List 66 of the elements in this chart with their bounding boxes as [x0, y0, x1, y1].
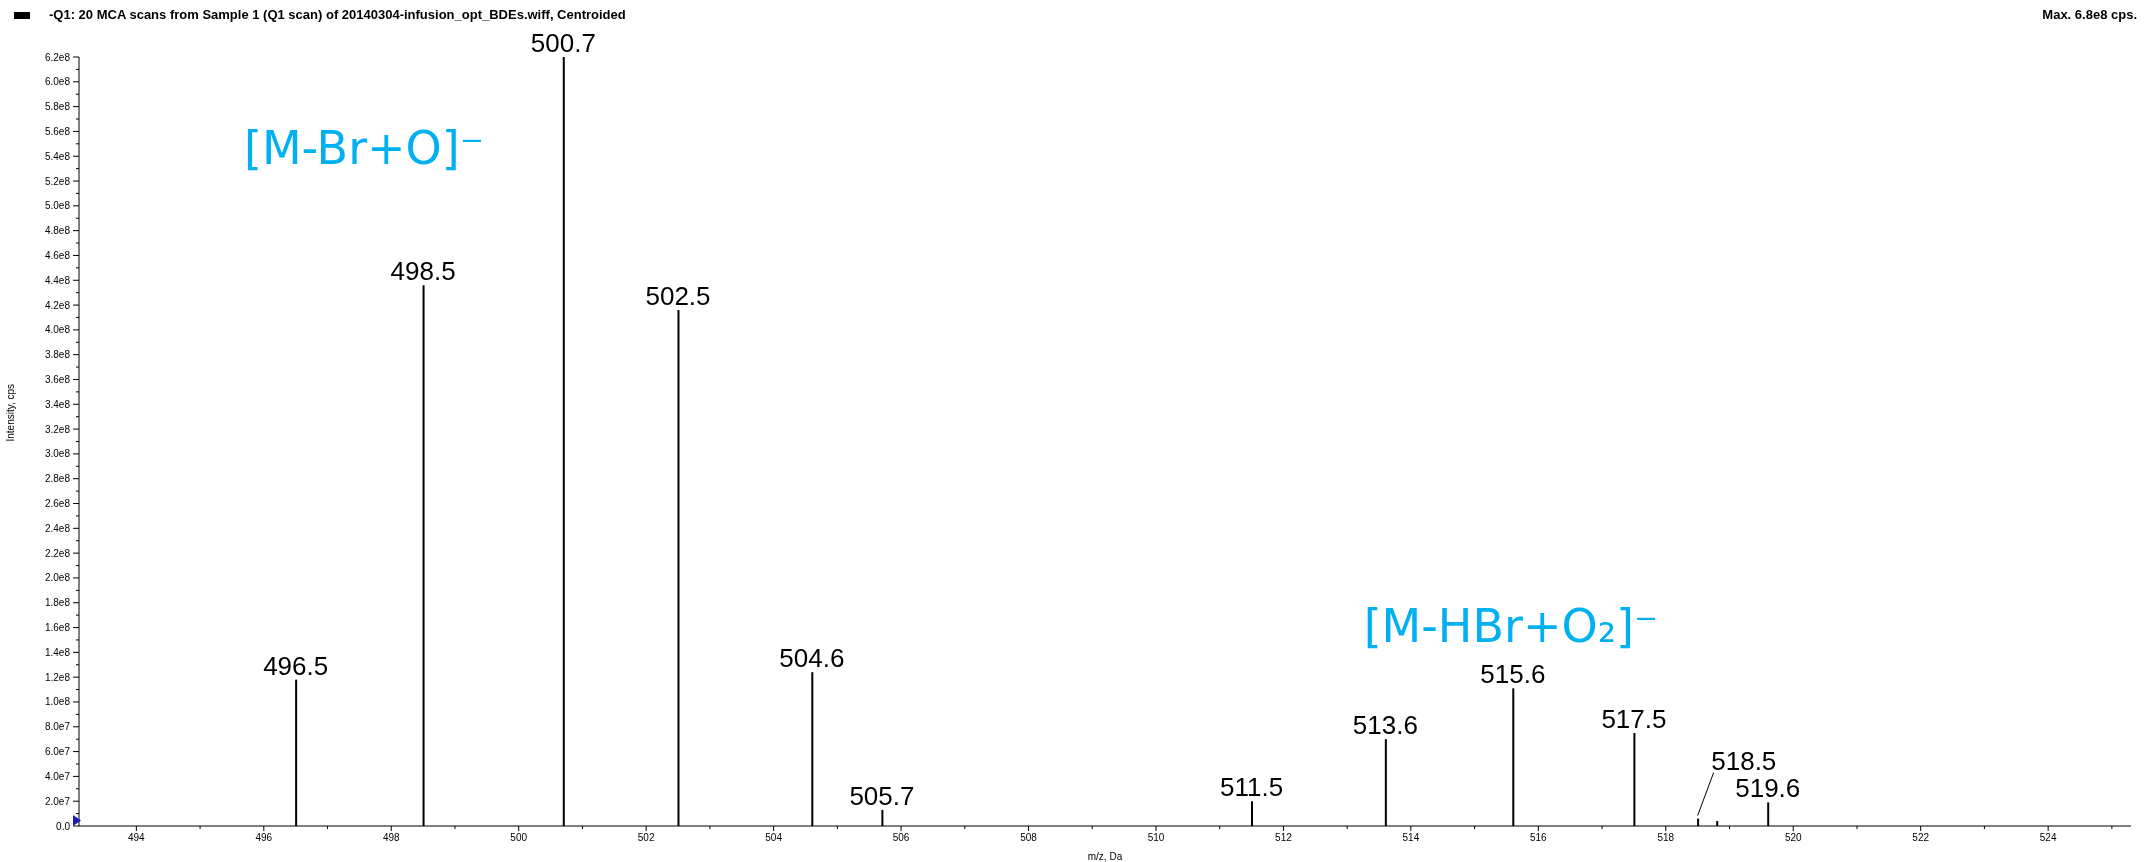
y-tick-label: 2.6e8 [44, 498, 71, 510]
annotation: 498.5 [390, 256, 456, 287]
y-tick-label: 5.4e8 [44, 150, 71, 162]
y-tick-label: 3.8e8 [44, 349, 71, 361]
y-tick-label: 3.4e8 [44, 398, 71, 410]
y-tick-label: 6.0e8 [44, 76, 71, 88]
chart-subtitle: Max. 6.8e8 cps. [2042, 7, 2137, 22]
y-tick-label: 4.0e8 [44, 324, 71, 336]
y-tick-label: 5.2e8 [44, 175, 71, 187]
annotation: 502.5 [645, 281, 711, 312]
x-tick-label: 514 [1402, 832, 1420, 844]
annotation: 511.5 [1220, 772, 1284, 803]
y-tick-label: 3.6e8 [44, 373, 71, 385]
y-tick-label: 4.8e8 [44, 225, 71, 237]
y-tick-label: 2.2e8 [44, 547, 71, 559]
x-tick-label: 504 [765, 832, 783, 844]
x-tick-label: 520 [1784, 832, 1803, 844]
y-tick-label: 5.0e8 [44, 200, 71, 212]
x-tick-label: 498 [382, 832, 401, 844]
annotation: [M-HBr+O₂]⁻ [1363, 598, 1659, 653]
x-tick-label: 508 [1020, 832, 1038, 844]
y-tick-label: 1.2e8 [44, 671, 71, 683]
x-tick-label: 496 [255, 832, 273, 844]
annotation: 500.7 [530, 28, 596, 58]
y-tick-label: 0.0 [56, 820, 71, 832]
x-tick-label: 506 [892, 832, 910, 844]
y-tick-label: 2.0e8 [44, 572, 71, 584]
x-tick-label: 522 [1912, 832, 1930, 844]
x-tick-label: 516 [1530, 832, 1548, 844]
annotation: 519.6 [1735, 773, 1801, 804]
x-tick-label: 494 [128, 832, 146, 844]
y-axis-title: Intensity, cps [4, 383, 16, 442]
y-tick-label: 4.2e8 [44, 299, 71, 311]
y-tick-label: 2.4e8 [44, 522, 71, 534]
x-tick-label: 502 [637, 832, 655, 844]
y-tick-label: 1.6e8 [44, 622, 71, 634]
y-tick-label: 3.0e8 [44, 448, 71, 460]
annotation: 515.6 [1480, 659, 1546, 690]
y-tick-label: 8.0e7 [44, 721, 71, 733]
annotation: 496.5 [263, 650, 329, 681]
annotation: 504.6 [779, 643, 845, 674]
x-tick-label: 500 [510, 832, 528, 844]
y-tick-label: 4.0e7 [44, 770, 71, 782]
x-tick-label: 518 [1657, 832, 1675, 844]
annotation: 518.5 [1711, 745, 1777, 776]
y-tick-label: 5.8e8 [44, 101, 71, 113]
y-tick-label: 6.0e7 [44, 746, 71, 758]
x-tick-label: 510 [1147, 832, 1165, 844]
y-tick-label: 5.6e8 [44, 125, 71, 137]
annotation: [M-Br+O]⁻ [243, 120, 485, 175]
x-axis-title: m/z, Da [1087, 851, 1123, 862]
annotation: 517.5 [1601, 703, 1667, 734]
y-tick-label: 6.2e8 [44, 51, 71, 63]
chart-title: -Q1: 20 MCA scans from Sample 1 (Q1 scan) of 20140304-infusion_opt_BDEs.wiff, Centroided [49, 7, 626, 22]
y-tick-label: 1.8e8 [44, 597, 71, 609]
annotation: 513.6 [1352, 710, 1418, 741]
annotation: 505.7 [849, 780, 915, 811]
x-tick-label: 512 [1275, 832, 1293, 844]
y-tick-label: 4.6e8 [44, 249, 71, 261]
y-tick-label: 1.4e8 [44, 646, 71, 658]
y-tick-label: 2.8e8 [44, 473, 71, 485]
y-tick-label: 2.0e7 [44, 795, 71, 807]
y-tick-label: 4.4e8 [44, 274, 71, 286]
y-tick-label: 1.0e8 [44, 696, 71, 708]
y-tick-label: 3.2e8 [44, 423, 71, 435]
x-tick-label: 524 [2039, 832, 2057, 844]
